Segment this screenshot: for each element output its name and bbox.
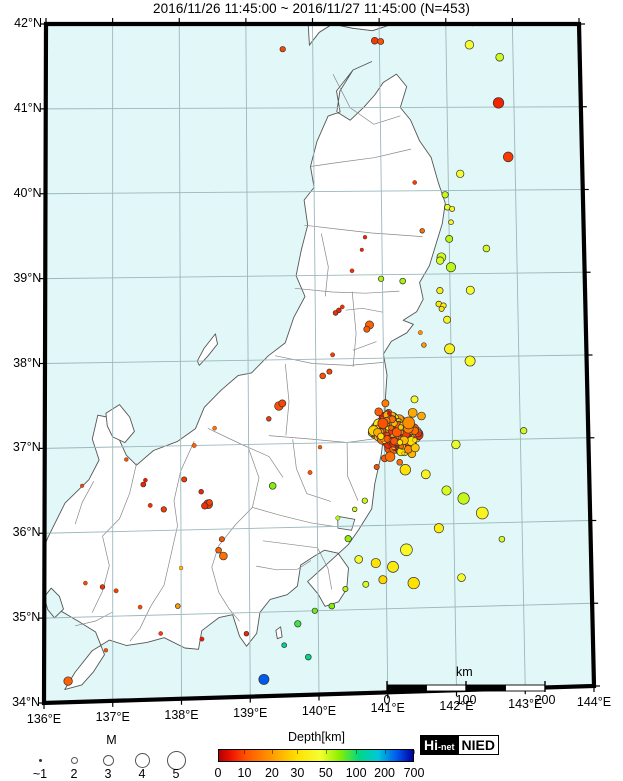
depth-tick bbox=[326, 750, 327, 754]
lat-tick-label: 42°N bbox=[0, 16, 42, 30]
scalebar-unit-label: km bbox=[456, 665, 473, 679]
depth-tick bbox=[218, 750, 219, 754]
lon-tick-label: 142°E bbox=[431, 699, 483, 713]
logo-hinet: Hi-net bbox=[421, 736, 458, 754]
lon-tick-label: 138°E bbox=[156, 708, 208, 722]
magnitude-legend-circle bbox=[71, 757, 78, 764]
lat-tick-label: 34°N bbox=[0, 695, 40, 709]
page-title: 2016/11/26 11:45:00 ~ 2016/11/27 11:45:0… bbox=[0, 1, 623, 16]
lon-tick-label: 137°E bbox=[87, 710, 139, 724]
lat-tick-label: 35°N bbox=[0, 610, 40, 624]
lon-tick-label: 140°E bbox=[293, 704, 345, 718]
depth-legend-title: Depth[km] bbox=[214, 730, 419, 744]
lon-tick-label: 143°E bbox=[499, 697, 551, 711]
depth-tick bbox=[385, 750, 386, 754]
depth-tick bbox=[272, 750, 273, 754]
depth-tick bbox=[244, 750, 245, 754]
lat-tick-label: 41°N bbox=[0, 101, 42, 115]
depth-tick bbox=[356, 750, 357, 754]
magnitude-legend-label: ~1 bbox=[28, 767, 52, 781]
lon-tick-label: 141°E bbox=[362, 701, 414, 715]
logo-nied: NIED bbox=[458, 736, 498, 754]
lat-tick-label: 39°N bbox=[0, 271, 41, 285]
lat-tick-label: 38°N bbox=[0, 356, 41, 370]
lon-tick-label: 139°E bbox=[224, 706, 276, 720]
magnitude-legend-label: 4 bbox=[130, 767, 154, 781]
depth-tick bbox=[414, 750, 415, 754]
logo-net-text: -net bbox=[438, 743, 455, 752]
lat-tick-label: 37°N bbox=[0, 440, 41, 454]
lat-tick-label: 40°N bbox=[0, 186, 42, 200]
magnitude-legend-title: M bbox=[24, 733, 199, 747]
depth-tick bbox=[297, 750, 298, 754]
magnitude-legend-circle bbox=[135, 753, 150, 768]
magnitude-legend-label: 3 bbox=[96, 767, 120, 781]
hypocenter-map[interactable] bbox=[0, 18, 623, 710]
magnitude-legend-circle bbox=[39, 759, 42, 762]
lon-tick-label: 136°E bbox=[18, 712, 70, 726]
magnitude-legend-circle bbox=[103, 755, 114, 766]
logo-hi-text: Hi bbox=[424, 738, 438, 752]
magnitude-legend-label: 5 bbox=[164, 767, 188, 781]
magnitude-legend-label: 2 bbox=[62, 767, 86, 781]
lat-tick-label: 36°N bbox=[0, 525, 41, 539]
hinet-nied-logo: Hi-net NIED bbox=[420, 735, 499, 755]
lon-tick-label: 144°E bbox=[568, 695, 620, 709]
